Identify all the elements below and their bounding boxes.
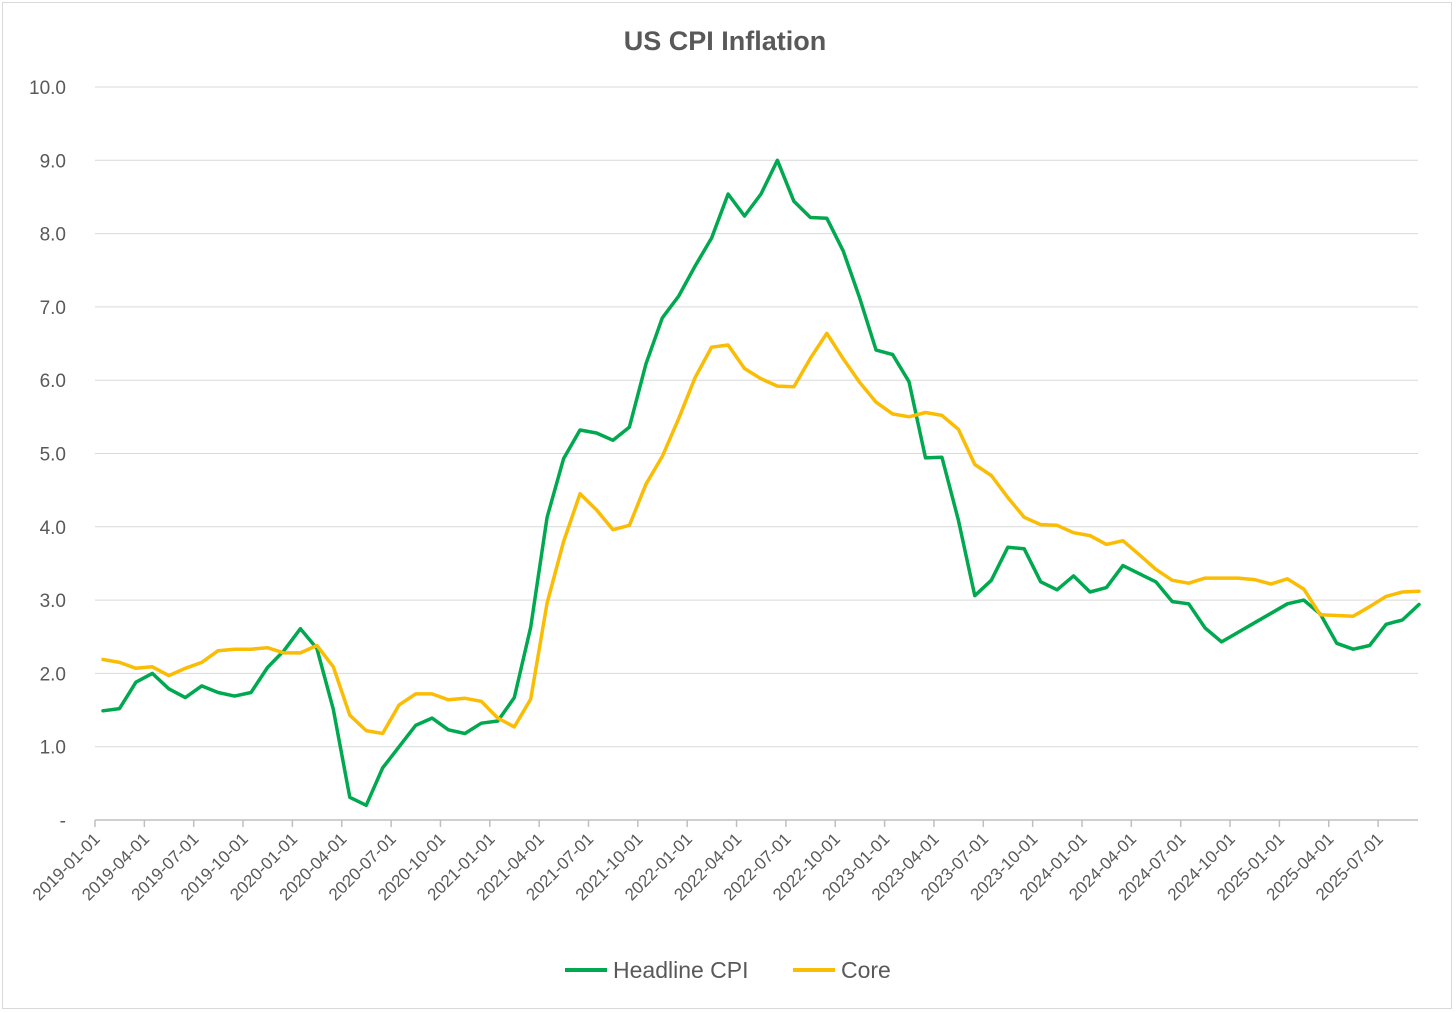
series-line-core: [101, 331, 1421, 736]
y-tick-label: 8.0: [40, 225, 66, 246]
chart-title: US CPI Inflation: [624, 26, 827, 56]
series-layer: [101, 158, 1421, 808]
y-axis-ticks: - 1.0 2.0 3.0 4.0 5.0 6.0 7.0 8.0 9.0 10.0: [29, 78, 66, 832]
y-tick-label: 2.0: [40, 664, 66, 685]
x-axis-ticks: 2019-01-012019-04-012019-07-012019-10-01…: [29, 820, 1387, 904]
legend-label-headline-cpi: Headline CPI: [613, 957, 749, 983]
y-tick-label: 9.0: [40, 151, 66, 172]
y-tick-label: 4.0: [40, 518, 66, 539]
y-tick-label: 1.0: [40, 738, 66, 759]
y-tick-label: 7.0: [40, 298, 66, 319]
legend: Headline CPI Core: [565, 957, 891, 983]
gridlines: [95, 86, 1418, 748]
y-tick-label: 10.0: [29, 78, 66, 99]
y-tick-label: 6.0: [40, 371, 66, 392]
series-line-headline-cpi: [101, 158, 1421, 808]
legend-label-core: Core: [841, 957, 891, 983]
y-tick-label: 5.0: [40, 445, 66, 466]
y-tick-label: -: [60, 811, 66, 832]
y-tick-label: 3.0: [40, 591, 66, 612]
